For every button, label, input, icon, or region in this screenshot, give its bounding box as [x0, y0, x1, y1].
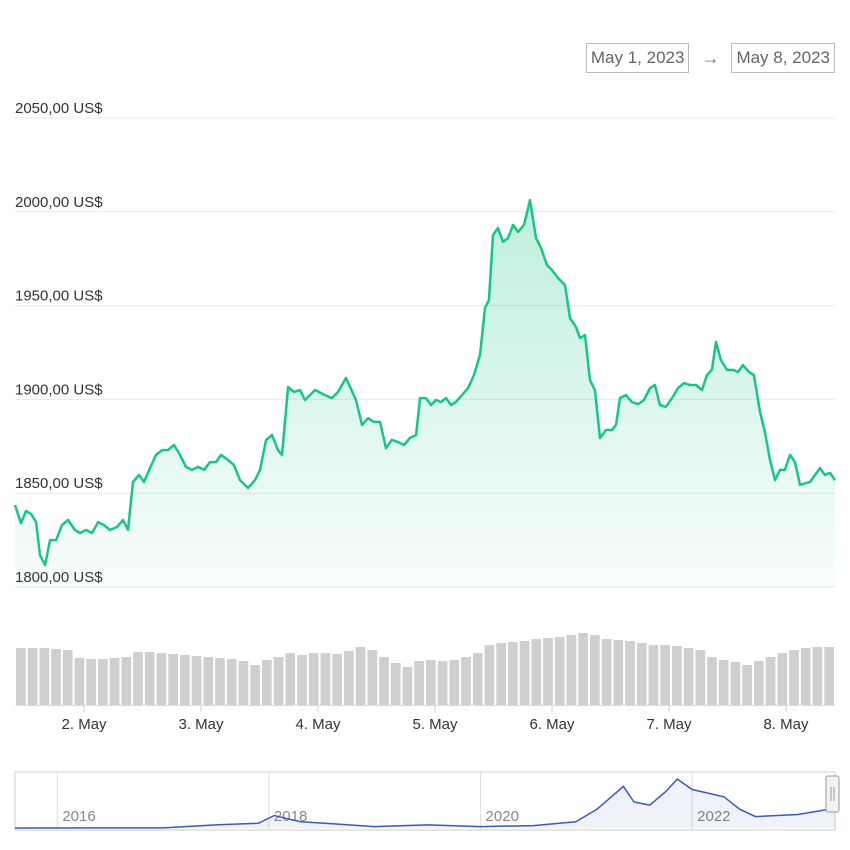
- x-tick-label: 5. May: [412, 716, 458, 733]
- x-tick-label: 3. May: [179, 716, 225, 733]
- x-tick-label: 2. May: [62, 716, 108, 733]
- volume-bar: [191, 656, 202, 705]
- volume-bar: [238, 661, 249, 705]
- volume-bar: [601, 639, 612, 705]
- volume-bar: [566, 635, 577, 705]
- volume-bar: [156, 653, 167, 705]
- volume-bar: [426, 660, 436, 705]
- volume-bar: [789, 650, 799, 705]
- volume-bar: [754, 661, 764, 705]
- volume-bar: [625, 641, 635, 705]
- volume-bar: [27, 648, 38, 705]
- x-tick-label: 7. May: [646, 716, 692, 733]
- volume-bar: [437, 661, 448, 705]
- volume-bar: [133, 652, 143, 705]
- volume-bar: [86, 659, 96, 705]
- volume-bar: [168, 654, 178, 705]
- volume-bar: [285, 653, 296, 705]
- volume-bar: [62, 650, 73, 705]
- navigator-handle[interactable]: [825, 775, 840, 813]
- volume-bar: [730, 662, 741, 705]
- volume-bar: [74, 658, 85, 705]
- volume-bar: [636, 643, 647, 705]
- volume-bar: [672, 646, 682, 705]
- volume-bar: [390, 663, 401, 705]
- volume-bar: [367, 650, 378, 705]
- y-tick-label: 1900,00 US$: [15, 381, 103, 398]
- y-tick-label: 1950,00 US$: [15, 288, 103, 305]
- navigator-line: [14, 778, 836, 829]
- x-tick-label: 8. May: [763, 716, 809, 733]
- volume-bar: [543, 638, 553, 705]
- volume-bar: [472, 653, 483, 705]
- volume-bar: [461, 657, 471, 705]
- volume-bar: [250, 665, 260, 705]
- volume-bar: [449, 660, 460, 705]
- volume-bar: [777, 653, 788, 705]
- volume-bar: [308, 653, 319, 705]
- volume-bar: [273, 657, 284, 705]
- volume-bar: [812, 647, 823, 705]
- volume-bar: [648, 645, 659, 705]
- volume-bar: [484, 645, 495, 705]
- y-tick-label: 1850,00 US$: [15, 475, 103, 492]
- volume-bar: [402, 667, 413, 705]
- price-area: [15, 200, 835, 587]
- volume-bar: [39, 648, 50, 705]
- volume-bar: [554, 637, 565, 705]
- volume-bar: [683, 648, 694, 705]
- volume-bar: [144, 652, 155, 705]
- volume-bar: [613, 640, 624, 705]
- y-tick-label: 2050,00 US$: [15, 100, 103, 117]
- volume-bar: [800, 648, 811, 705]
- date-range: May 1, 2023 → May 8, 2023: [585, 43, 835, 73]
- y-tick-label: 2000,00 US$: [15, 194, 103, 211]
- volume-bar: [742, 665, 752, 705]
- volume-bar: [695, 650, 706, 705]
- date-separator: →: [701, 47, 720, 68]
- volume-bar: [824, 647, 834, 705]
- volume-bar: [578, 633, 588, 705]
- volume-bar: [718, 660, 729, 705]
- volume-bar: [215, 658, 225, 705]
- volume-bar: [51, 649, 61, 705]
- price-line: [13, 198, 837, 567]
- volume-bar: [344, 651, 354, 705]
- volume-bar: [320, 653, 331, 705]
- volume-bar: [332, 654, 342, 705]
- volume-bar: [531, 639, 542, 705]
- volume-bar: [262, 660, 272, 705]
- x-tick-label: 6. May: [529, 716, 575, 733]
- volume-bar: [121, 657, 132, 705]
- volume-bar: [590, 635, 600, 705]
- volume-bar: [297, 655, 307, 705]
- volume-bar: [660, 645, 670, 705]
- volume-bar: [379, 657, 389, 705]
- volume-bar: [414, 661, 424, 705]
- volume-bar: [180, 655, 190, 705]
- volume-bar: [508, 642, 518, 705]
- volume-bar: [16, 648, 26, 705]
- volume-bar: [226, 659, 237, 705]
- navigator-tick-label: 2022: [697, 808, 730, 825]
- navigator-tick-label: 2016: [62, 808, 95, 825]
- volume-bar: [765, 657, 776, 705]
- volume-bar: [98, 659, 108, 705]
- volume-bar: [203, 657, 214, 705]
- volume-bar: [707, 657, 717, 705]
- volume-bar: [496, 643, 506, 705]
- date-from[interactable]: May 1, 2023: [585, 43, 690, 73]
- navigator-area: [15, 779, 835, 828]
- volume-bar: [519, 641, 530, 705]
- date-to[interactable]: May 8, 2023: [731, 43, 835, 73]
- volume-bar: [109, 658, 120, 705]
- navigator-tick-label: 2020: [486, 808, 519, 825]
- volume-bar: [355, 647, 366, 705]
- x-tick-label: 4. May: [296, 716, 342, 733]
